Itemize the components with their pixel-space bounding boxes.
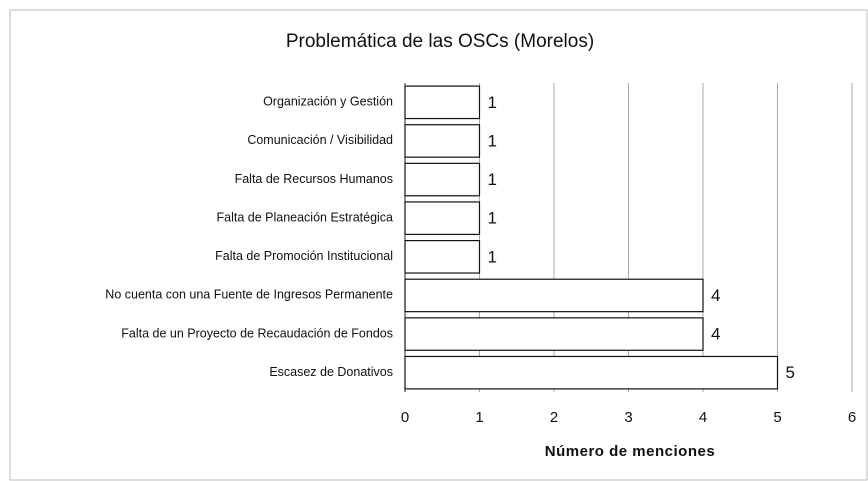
bar xyxy=(404,317,704,351)
y-tick-label: Falta de Recursos Humanos xyxy=(235,172,393,186)
y-tick-label: No cuenta con una Fuente de Ingresos Per… xyxy=(105,288,393,302)
bar xyxy=(404,239,481,274)
data-label: 4 xyxy=(711,286,720,305)
y-tick-label: Comunicación / Visibilidad xyxy=(247,133,393,147)
y-tick-label: Escasez de Donativos xyxy=(269,365,393,379)
data-label: 1 xyxy=(488,93,497,112)
bar xyxy=(404,355,779,390)
data-label: 1 xyxy=(488,131,497,150)
x-tick-label: 1 xyxy=(475,409,483,426)
bar xyxy=(404,278,704,313)
y-tick-label: Organización y Gestión xyxy=(263,95,393,109)
bar xyxy=(404,201,481,236)
bar xyxy=(404,162,481,197)
x-tick-label: 6 xyxy=(848,409,856,426)
x-tick-label: 2 xyxy=(550,409,558,426)
x-tick-label: 0 xyxy=(401,409,409,426)
chart-title: Problemática de las OSCs (Morelos) xyxy=(286,31,594,52)
y-tick-label: Falta de Promoción Institucional xyxy=(215,249,393,263)
data-label: 1 xyxy=(488,209,497,228)
y-tick-label: Falta de Planeación Estratégica xyxy=(217,210,394,224)
data-label: 1 xyxy=(488,247,497,266)
x-tick-label: 5 xyxy=(773,409,781,426)
x-tick-label: 4 xyxy=(699,409,707,426)
bar xyxy=(404,124,481,158)
data-label: 5 xyxy=(786,363,795,382)
x-axis-label: Número de menciones xyxy=(545,443,715,460)
bar xyxy=(404,85,481,120)
data-label: 4 xyxy=(711,325,720,344)
y-tick-label: Falta de un Proyecto de Recaudación de F… xyxy=(121,326,393,340)
x-tick-label: 3 xyxy=(624,409,632,426)
data-label: 1 xyxy=(488,170,497,189)
